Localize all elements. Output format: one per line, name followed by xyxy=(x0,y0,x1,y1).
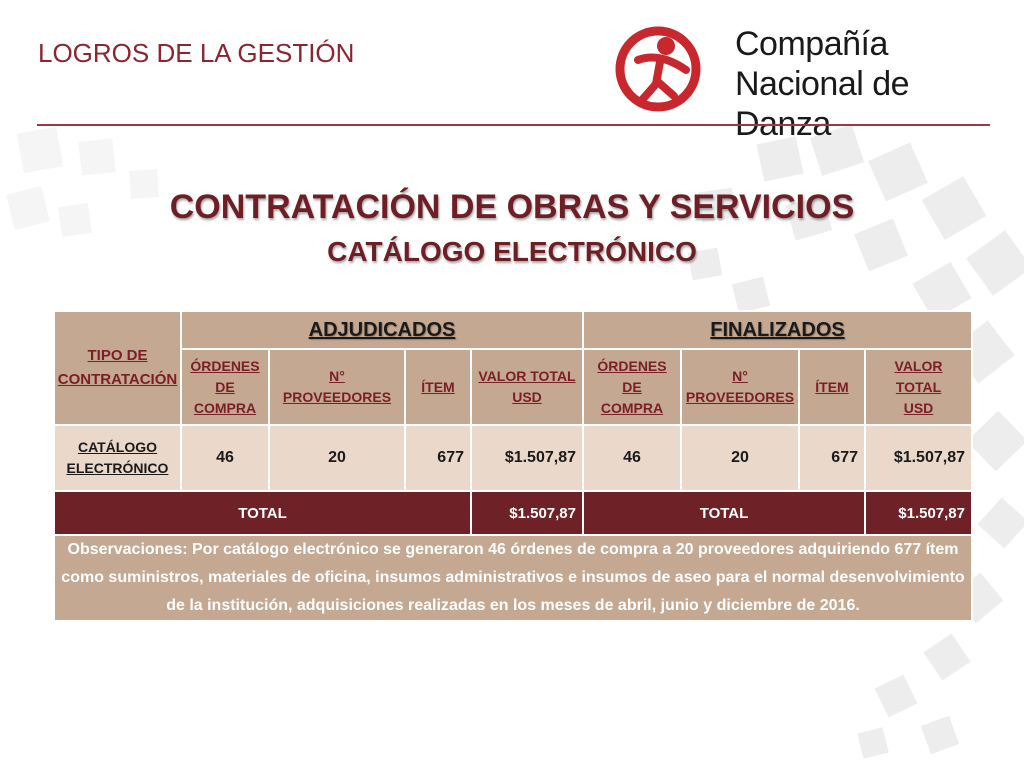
header-tipo-line-1: TIPO DE xyxy=(87,347,148,364)
section-title: LOGROS DE LA GESTIÓN xyxy=(38,38,355,68)
col-adj-ordenes: ÓRDENES DE COMPRA xyxy=(180,348,270,426)
total-adj-label: TOTAL xyxy=(53,490,472,536)
cell-fin-proveedores: 20 xyxy=(680,424,800,492)
page-subtitle: CATÁLOGO ELECTRÓNICO xyxy=(327,236,697,267)
table-row: CATÁLOGO ELECTRÓNICO 46 20 677 $1.507,87… xyxy=(53,424,973,492)
contracting-table: TIPO DE CONTRATACIÓN ADJUDICADOS FINALIZ… xyxy=(53,310,973,622)
cell-fin-item: 677 xyxy=(798,424,866,492)
col-fin-proveedores: N° PROVEEDORES xyxy=(680,348,800,426)
cell-adj-proveedores: 20 xyxy=(268,424,406,492)
company-logo: Compañía Nacional de Danza xyxy=(608,22,998,143)
page-title: CONTRATACIÓN DE OBRAS Y SERVICIOS xyxy=(169,188,855,226)
cell-fin-ordenes: 46 xyxy=(582,424,682,492)
header-tipo-line-2: CONTRATACIÓN xyxy=(57,371,178,388)
observations-row: Observaciones: Por catálogo electrónico … xyxy=(53,534,973,622)
row-tipo-contratacion: CATÁLOGO ELECTRÓNICO xyxy=(53,424,182,492)
header-divider xyxy=(37,124,990,126)
total-fin-label: TOTAL xyxy=(582,490,866,536)
logo-line-2: Nacional de Danza xyxy=(735,65,910,143)
col-fin-valor: VALOR TOTAL USD xyxy=(864,348,973,426)
col-fin-item: ÍTEM xyxy=(798,348,866,426)
cell-fin-valor: $1.507,87 xyxy=(864,424,973,492)
col-adj-item: ÍTEM xyxy=(404,348,472,426)
dancer-logo-icon xyxy=(615,26,701,112)
observations-text: Observaciones: Por catálogo electrónico … xyxy=(53,534,973,622)
cell-adj-item: 677 xyxy=(404,424,472,492)
col-fin-ordenes: ÓRDENES DE COMPRA xyxy=(582,348,682,426)
total-adj-value: $1.507,87 xyxy=(470,490,584,536)
cell-adj-valor: $1.507,87 xyxy=(470,424,584,492)
group-header-finalizados: FINALIZADOS xyxy=(582,310,973,350)
col-adj-valor: VALOR TOTAL USD xyxy=(470,348,584,426)
cell-adj-ordenes: 46 xyxy=(180,424,270,492)
col-adj-proveedores: N° PROVEEDORES xyxy=(268,348,406,426)
total-row: TOTAL $1.507,87 TOTAL $1.507,87 xyxy=(53,490,973,536)
header-tipo-contratacion: TIPO DE CONTRATACIÓN xyxy=(53,310,182,426)
total-fin-value: $1.507,87 xyxy=(864,490,973,536)
logo-line-1: Compañía xyxy=(735,25,888,63)
group-header-adjudicados: ADJUDICADOS xyxy=(180,310,584,350)
